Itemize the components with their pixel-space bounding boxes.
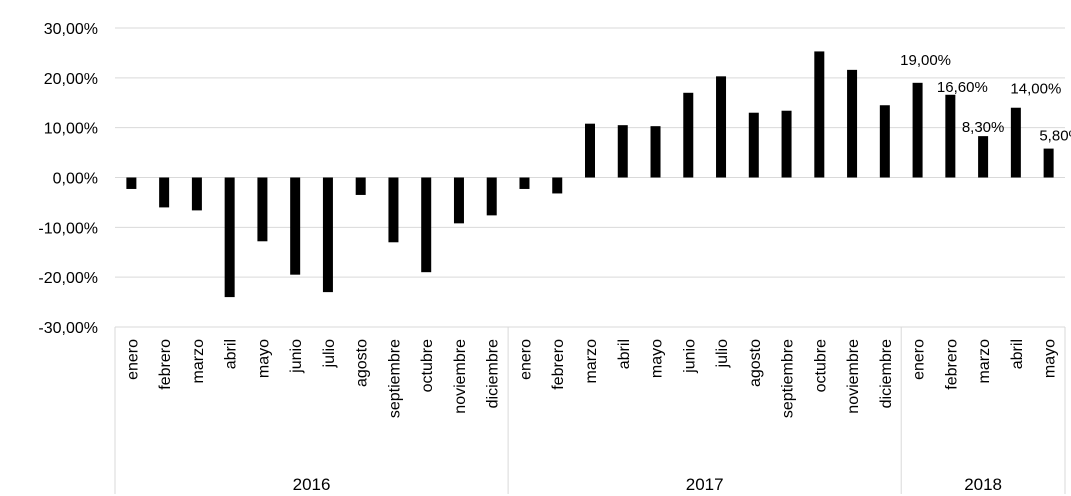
data-labels: 19,00% 16,60% 8,30% 14,00% 5,80% <box>900 52 1071 145</box>
bar <box>388 177 399 243</box>
bar <box>585 123 595 178</box>
bars <box>126 51 1054 298</box>
bar <box>978 136 989 178</box>
y-tick-label: 20,00% <box>44 71 98 88</box>
x-group-label: 2017 <box>686 475 724 494</box>
y-tick-label: -10,00% <box>38 220 98 237</box>
bar <box>945 94 956 178</box>
x-category-label: septiembre <box>780 339 797 418</box>
x-category-label: agosto <box>354 339 371 387</box>
bar <box>519 177 530 189</box>
data-label: 19,00% <box>900 52 951 69</box>
x-category-label: octubre <box>419 339 436 392</box>
x-category-label: mayo <box>649 339 666 378</box>
data-label: 14,00% <box>1010 81 1061 98</box>
bar <box>650 126 661 178</box>
x-category-label: octubre <box>812 339 829 392</box>
bar <box>879 105 890 178</box>
bar <box>224 177 235 298</box>
x-category-label: marzo <box>976 339 993 384</box>
x-category-label: agosto <box>747 339 764 387</box>
x-category-label: enero <box>911 339 928 380</box>
x-axis-categories: enero febrero marzo abril mayo junio julio agos… <box>114 327 1066 494</box>
bar <box>814 51 825 178</box>
bar <box>552 177 563 194</box>
x-category-label: noviembre <box>452 339 469 414</box>
bar <box>683 92 694 178</box>
bar <box>421 177 432 273</box>
bar <box>781 110 792 178</box>
data-label: 16,60% <box>937 79 988 96</box>
x-category-label: septiembre <box>386 339 403 418</box>
x-category-label: febrero <box>943 339 960 390</box>
y-tick-label: -30,00% <box>38 320 98 337</box>
x-category-label: febrero <box>157 339 174 390</box>
x-category-label: mayo <box>1042 339 1059 378</box>
y-tick-label: 30,00% <box>44 21 98 38</box>
x-category-label: enero <box>517 339 534 380</box>
x-group-label: 2016 <box>293 475 331 494</box>
x-category-label: abril <box>223 339 240 369</box>
x-category-label: junio <box>288 339 305 374</box>
bar <box>847 69 858 178</box>
bar <box>322 177 333 293</box>
bar <box>748 112 759 178</box>
x-category-label: noviembre <box>845 339 862 414</box>
y-axis-ticks: 30,00% 20,00% 10,00% 0,00% -10,00% -20,00% -30… <box>38 21 98 337</box>
x-category-label: diciembre <box>878 339 895 408</box>
bar <box>159 177 170 208</box>
x-category-label: abril <box>616 339 633 369</box>
data-label: 5,80% <box>1039 128 1071 145</box>
x-category-label: febrero <box>550 339 567 390</box>
bar <box>257 177 268 242</box>
bar <box>453 177 464 224</box>
bar <box>290 177 301 275</box>
x-category-label: marzo <box>190 339 207 384</box>
x-axis-groups: 2016 2017 2018 <box>293 475 1002 494</box>
x-category-label: enero <box>124 339 141 380</box>
x-category-label: julio <box>321 339 338 369</box>
x-category-label: marzo <box>583 339 600 384</box>
bar <box>1043 148 1054 178</box>
bar <box>716 76 727 178</box>
bar <box>191 177 202 211</box>
y-tick-label: 0,00% <box>53 171 98 188</box>
x-category-label: junio <box>681 339 698 374</box>
x-category-label: abril <box>1009 339 1026 369</box>
x-category-label: mayo <box>255 339 272 378</box>
bar <box>355 177 366 195</box>
bar <box>617 125 628 178</box>
data-label: 8,30% <box>962 119 1005 136</box>
x-category-label: julio <box>714 339 731 369</box>
x-category-label: diciembre <box>485 339 502 408</box>
bar <box>912 82 923 178</box>
y-tick-label: 10,00% <box>44 121 98 138</box>
bar <box>486 177 497 216</box>
bar <box>1010 107 1021 178</box>
bar <box>126 177 137 189</box>
x-group-label: 2018 <box>964 475 1002 494</box>
y-tick-label: -20,00% <box>38 270 98 287</box>
